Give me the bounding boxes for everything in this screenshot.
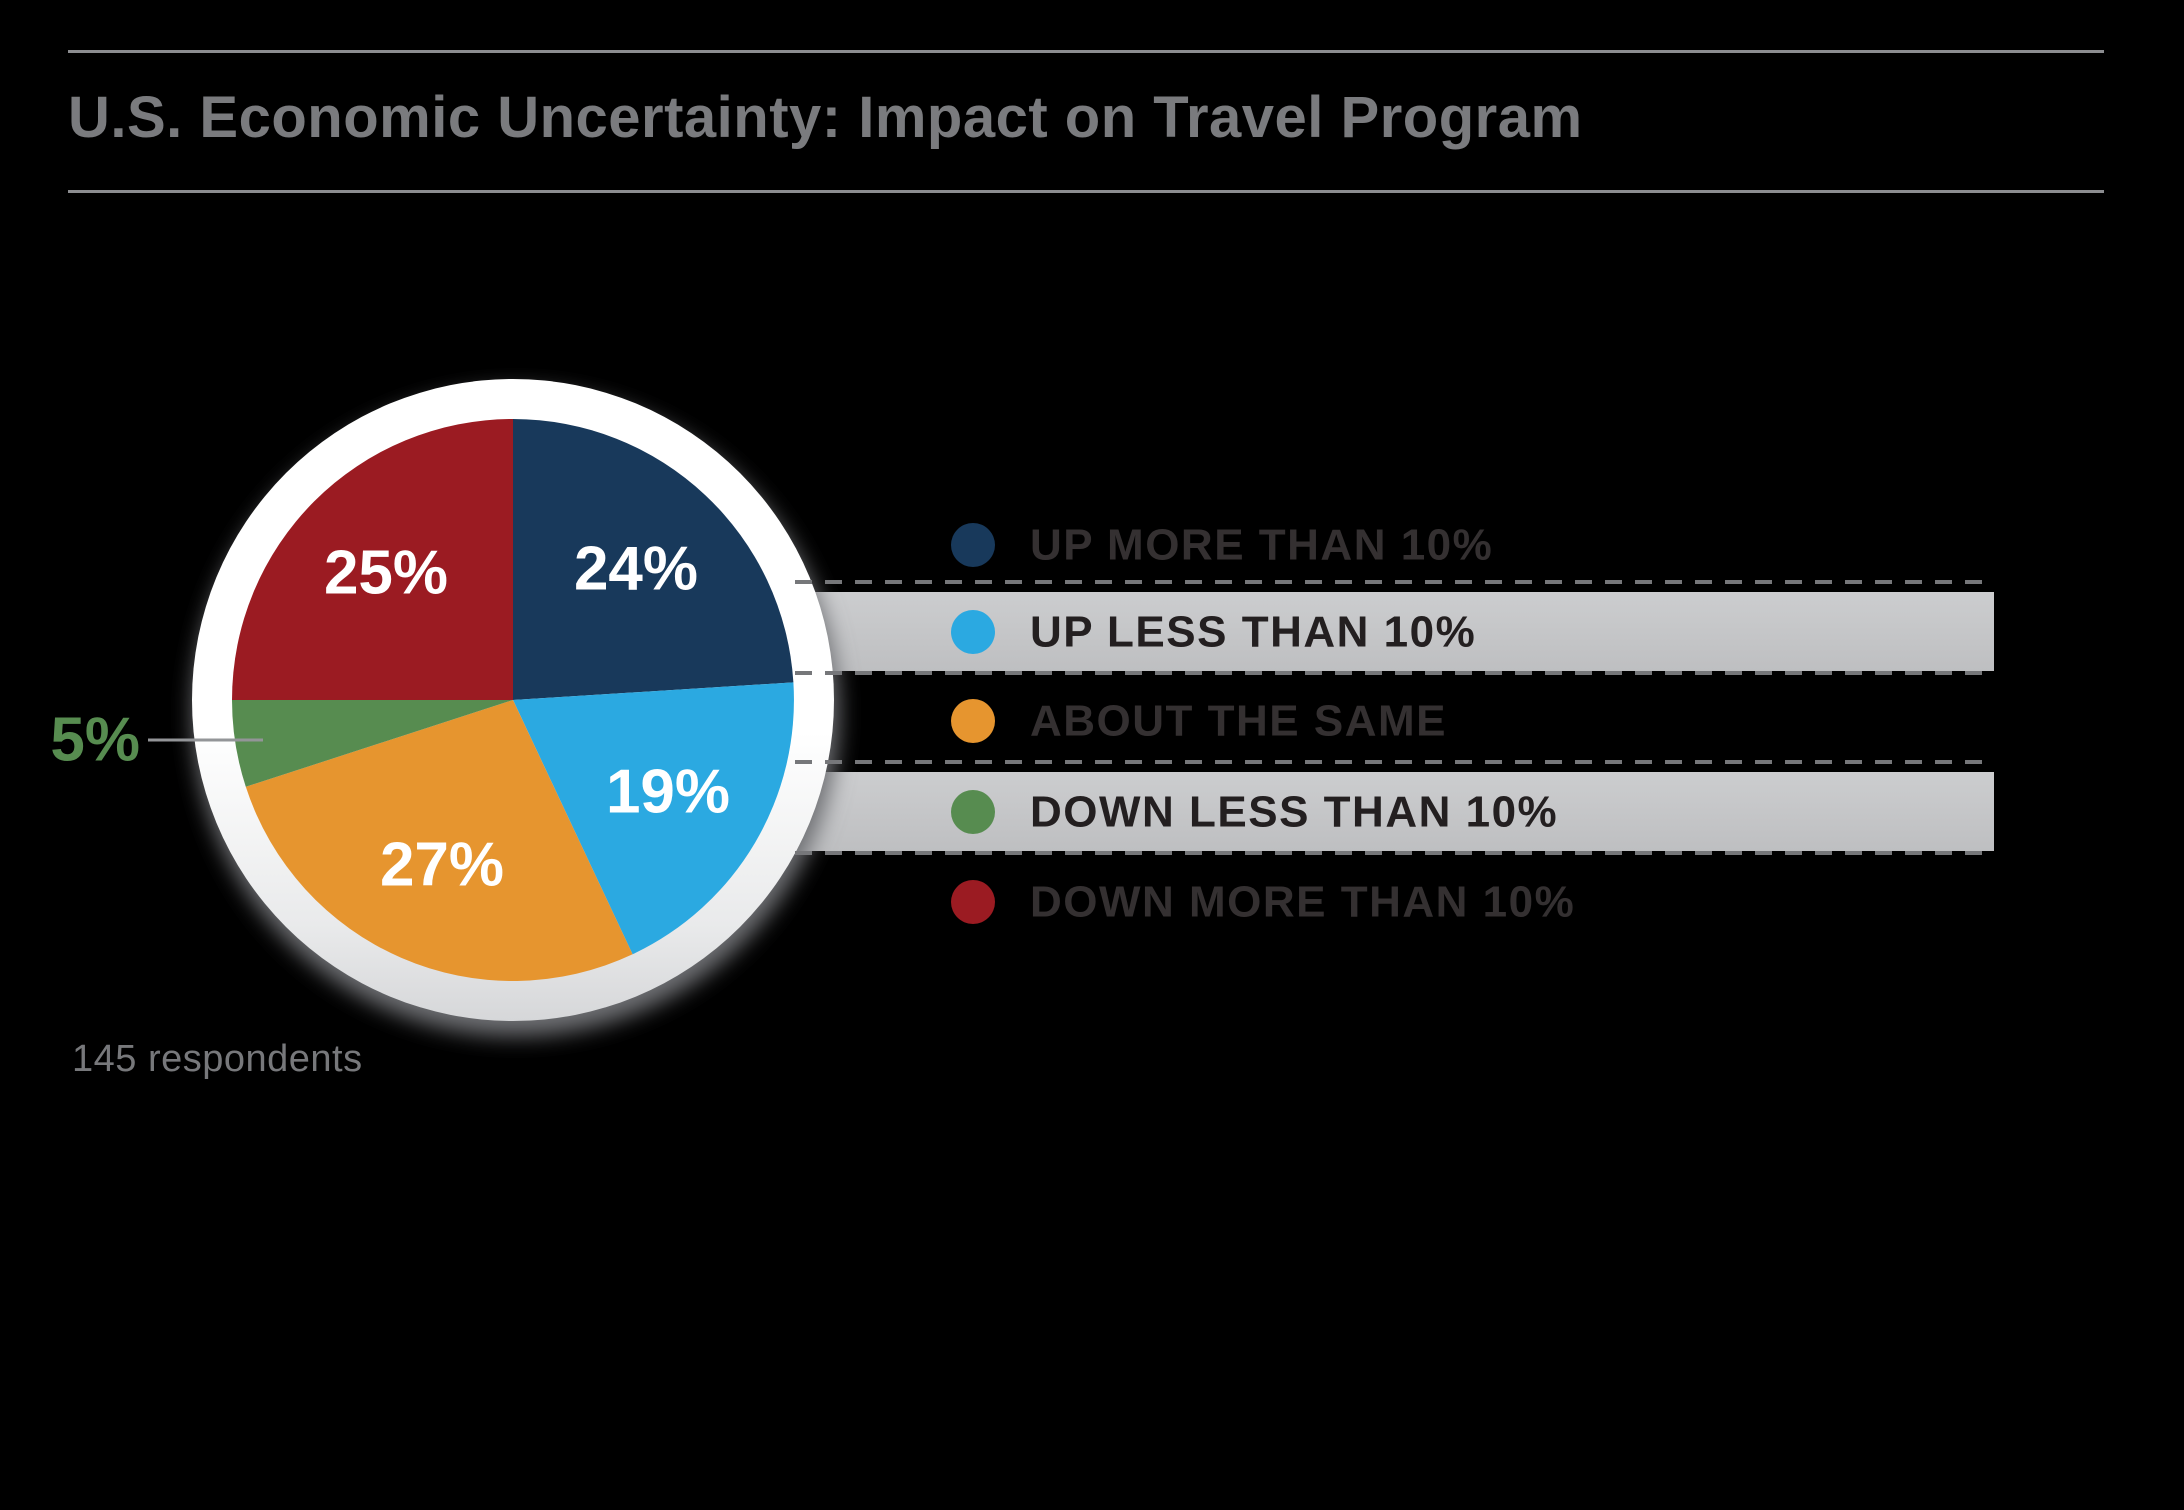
slice-label-up-less-than-10: 19% xyxy=(606,758,730,827)
legend-label-up-more-than-10: UP MORE THAN 10% xyxy=(1030,521,1493,570)
legend: UP MORE THAN 10% UP LESS THAN 10% ABOUT TH… xyxy=(951,521,1575,927)
legend-label-down-more-than-10: DOWN MORE THAN 10% xyxy=(1030,878,1575,927)
slice-label-down-less-than-10: 5% xyxy=(50,706,140,775)
legend-dot-about-the-same xyxy=(951,699,995,743)
legend-dashed-lines xyxy=(795,580,1994,855)
legend-label-about-the-same: ABOUT THE SAME xyxy=(1030,697,1447,746)
legend-label-down-less-than-10: DOWN LESS THAN 10% xyxy=(1030,788,1558,837)
outside-slice-labels: 5% xyxy=(50,706,263,775)
legend-dot-down-more-than-10 xyxy=(951,880,995,924)
legend-highlight-bar-down-less-than-10 xyxy=(700,772,1994,851)
legend-label-up-less-than-10: UP LESS THAN 10% xyxy=(1030,608,1476,657)
legend-highlight-bar-up-less-than-10 xyxy=(700,592,1994,671)
legend-dot-up-more-than-10 xyxy=(951,523,995,567)
pie-slice-about-the-same xyxy=(245,700,633,981)
pie-slice-down-more-than-10 xyxy=(232,419,513,700)
pie-slice-labels: 24% 19% 27% 25% xyxy=(324,535,730,900)
legend-dot-down-less-than-10 xyxy=(951,790,995,834)
title-rule-bottom xyxy=(68,190,2104,193)
pie-slices xyxy=(232,419,794,981)
title-rule-top xyxy=(68,50,2104,53)
pie-slice-up-less-than-10 xyxy=(513,682,794,955)
slice-label-about-the-same: 27% xyxy=(380,831,504,900)
legend-highlight-bars xyxy=(700,592,1994,851)
pie-slice-up-more-than-10 xyxy=(513,419,794,700)
slice-label-down-more-than-10: 25% xyxy=(324,539,448,608)
respondents-note: 145 respondents xyxy=(72,1038,363,1080)
slice-label-up-more-than-10: 24% xyxy=(574,535,698,604)
page-title: U.S. Economic Uncertainty: Impact on Tra… xyxy=(68,85,1583,150)
legend-dot-up-less-than-10 xyxy=(951,610,995,654)
pie-slice-down-less-than-10 xyxy=(232,700,513,787)
